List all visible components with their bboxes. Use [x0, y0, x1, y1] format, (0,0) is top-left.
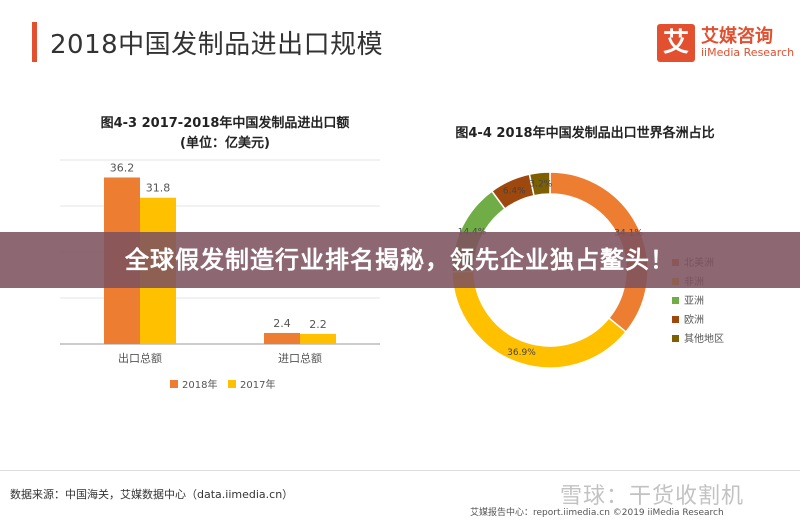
- donut-slice-label: 6.4%: [503, 187, 526, 197]
- headline-banner: 全球假发制造行业排名揭秘，领先企业独占鳌头！: [0, 232, 800, 288]
- bar-category-label: 出口总额: [118, 351, 162, 365]
- bar-value-label: 2.4: [273, 317, 291, 330]
- legend-label: 2018年: [182, 378, 217, 391]
- donut-legend-swatch: [672, 297, 679, 304]
- brand-logo: 艾 艾媒咨询 iiMedia Research: [657, 22, 797, 66]
- bar-chart-title: 图4-3 2017-2018年中国发制品进出口额: [100, 116, 350, 131]
- legend-swatch: [170, 380, 178, 388]
- donut-chart-title: 图4-4 2018年中国发制品出口世界各洲占比: [455, 126, 715, 141]
- footer-divider: [0, 470, 800, 471]
- donut-slice-label: 36.9%: [507, 348, 536, 358]
- data-source: 数据来源：中国海关，艾媒数据中心（data.iimedia.cn）: [10, 488, 294, 501]
- bar-chart-subtitle: (单位：亿美元): [180, 136, 270, 151]
- bar-2017-1: [300, 333, 336, 344]
- bar-value-label: 2.2: [309, 318, 327, 331]
- bar-2018-1: [264, 332, 300, 344]
- bar-category-label: 进口总额: [278, 351, 322, 365]
- legend-label: 2017年: [240, 378, 275, 391]
- logo-english-name: iiMedia Research: [701, 46, 795, 59]
- bar-value-label: 31.8: [146, 182, 171, 195]
- logo-mark-icon: 艾: [657, 24, 695, 62]
- donut-legend-label: 其他地区: [684, 332, 724, 345]
- title-accent-bar: [32, 22, 37, 62]
- donut-slice-label: 3.2%: [529, 179, 552, 189]
- donut-slice-4: [528, 171, 551, 197]
- bar-value-label: 36.2: [110, 161, 135, 174]
- page-title: 2018中国发制品进出口规模: [50, 30, 384, 60]
- headline-text: 全球假发制造行业排名揭秘，领先企业独占鳌头！: [125, 246, 675, 274]
- copyright-line: 艾媒报告中心：report.iimedia.cn ©2019 iiMedia R…: [470, 508, 724, 518]
- legend-swatch: [228, 380, 236, 388]
- donut-legend-label: 亚洲: [684, 295, 704, 307]
- donut-legend-label: 欧洲: [684, 314, 704, 326]
- donut-legend-swatch: [672, 316, 679, 323]
- donut-legend-swatch: [672, 335, 679, 342]
- logo-chinese-name: 艾媒咨询: [701, 26, 773, 47]
- watermark-text: 雪球：干货收割机: [560, 484, 745, 509]
